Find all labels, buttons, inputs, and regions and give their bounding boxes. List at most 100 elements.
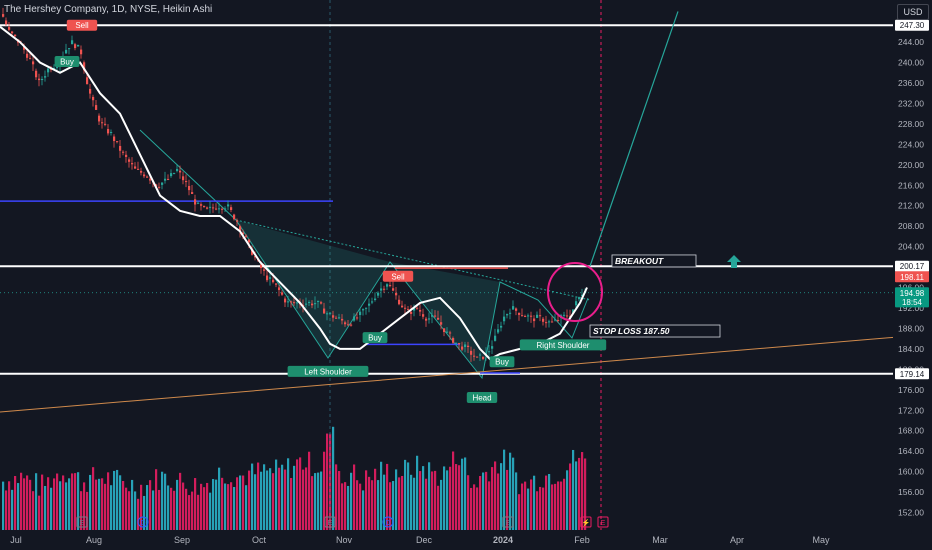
volume-bar	[284, 469, 287, 530]
candle-body	[488, 351, 491, 353]
earnings-marker-icon	[502, 516, 514, 528]
x-tick-label: 2024	[493, 535, 513, 545]
volume-bar	[455, 464, 458, 530]
signal-label-bg	[287, 365, 369, 377]
volume-bar	[236, 477, 239, 530]
currency-button[interactable]: USD	[897, 4, 929, 20]
volume-bar	[14, 476, 17, 530]
volume-bar	[581, 452, 584, 530]
volume-bar	[71, 473, 74, 530]
volume-bar	[362, 490, 365, 530]
candle-body	[176, 168, 179, 172]
y-tick-label: 228.00	[898, 119, 924, 129]
candle-body	[554, 319, 557, 321]
volume-bar	[308, 451, 311, 530]
volume-bar	[206, 482, 209, 530]
event-marker-icon: ⚡	[582, 518, 591, 527]
x-tick-label: Dec	[416, 535, 433, 545]
candle-body	[524, 316, 527, 318]
candle-body	[290, 301, 293, 303]
candle-body	[293, 302, 296, 304]
price-tag-label: 198.11	[900, 273, 924, 282]
candle-body	[308, 302, 311, 304]
volume-bar	[32, 491, 35, 530]
signal-label: Buy	[368, 334, 382, 343]
volume-bar	[47, 477, 50, 530]
candle-body	[572, 309, 575, 313]
candle-body	[344, 322, 347, 325]
y-tick-label: 172.00	[898, 405, 924, 415]
candle-body	[386, 284, 389, 287]
event-marker-icon: D	[385, 520, 390, 527]
candle-body	[77, 44, 80, 47]
candle-body	[380, 288, 383, 291]
y-tick-label: 224.00	[898, 139, 924, 149]
volume-bar	[569, 463, 572, 530]
candle-body	[218, 208, 221, 210]
volume-bar	[185, 488, 188, 530]
dividend-marker-icon	[137, 516, 149, 528]
candle-body	[287, 301, 290, 303]
indicator-lines	[0, 11, 899, 413]
volume-bar	[140, 484, 143, 530]
candle-body	[38, 78, 41, 81]
x-tick-label: Apr	[730, 535, 744, 545]
volume-bar	[89, 474, 92, 530]
candle-body	[107, 129, 110, 134]
x-tick-label: Sep	[174, 535, 190, 545]
candle-body	[407, 309, 410, 311]
x-tick-label: Nov	[336, 535, 353, 545]
candle-body	[203, 206, 206, 208]
price-tag	[895, 368, 929, 380]
price-tag-label: 179.14	[900, 370, 925, 379]
volume-bar	[131, 479, 134, 530]
volume-bar	[464, 457, 467, 530]
volume-bar	[176, 479, 179, 530]
left-shoulder-fill	[236, 220, 390, 358]
text-box-frame	[589, 324, 721, 338]
volume-bar	[56, 473, 59, 530]
volume-bar	[74, 473, 77, 530]
volume-bar	[449, 466, 452, 530]
candle-body	[581, 294, 584, 297]
signal-label-bg	[382, 270, 414, 282]
price-tag-label: 194.98	[900, 289, 925, 298]
candle-body	[125, 154, 128, 157]
volume-bar	[401, 475, 404, 530]
candle-body	[557, 319, 560, 321]
candle-body	[35, 70, 38, 78]
price-tag	[895, 271, 929, 283]
volume-bar	[254, 474, 257, 530]
volume-bar	[158, 489, 161, 530]
volume-bar	[104, 483, 107, 530]
volume-bar	[314, 473, 317, 530]
candles	[2, 7, 587, 362]
signal-label: Right Shoulder	[537, 341, 590, 350]
volume-bar	[167, 485, 170, 530]
volume-bar	[491, 467, 494, 530]
candle-body	[266, 275, 269, 281]
dividend-marker-icon	[382, 516, 394, 528]
volume-bar	[203, 487, 206, 530]
volume-bar	[170, 487, 173, 530]
y-tick-label: 208.00	[898, 221, 924, 231]
candle-body	[461, 346, 464, 350]
candle-body	[128, 159, 131, 162]
candle-body	[26, 53, 29, 58]
volume-bar	[497, 473, 500, 530]
candle-body	[149, 178, 152, 181]
volume-bar	[344, 482, 347, 530]
candle-body	[503, 316, 506, 322]
volume-bar	[389, 482, 392, 530]
head-fill	[390, 262, 500, 378]
volume-bar	[452, 451, 455, 530]
volume-bar	[200, 483, 203, 530]
candle-body	[332, 315, 335, 318]
volume-bar	[146, 485, 149, 530]
event-marker-icon: E	[328, 520, 333, 527]
candle-body	[326, 313, 329, 315]
volume-bar	[59, 481, 62, 530]
candle-body	[356, 317, 359, 319]
candle-body	[317, 300, 320, 302]
